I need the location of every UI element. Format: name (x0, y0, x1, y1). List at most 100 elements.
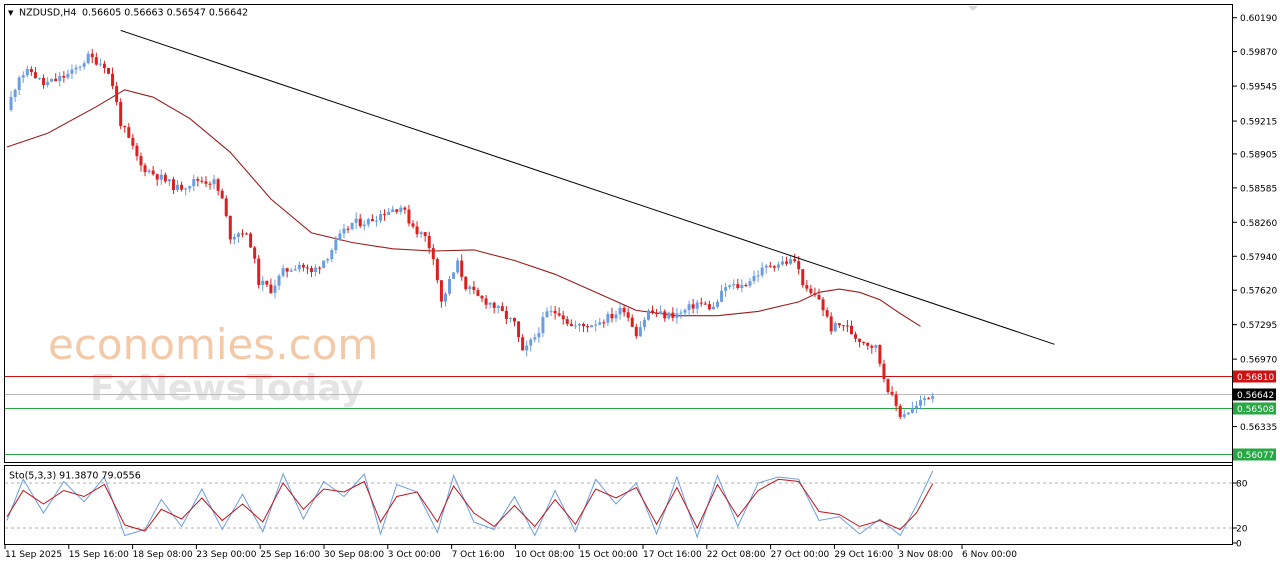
candle-body (695, 302, 699, 309)
candle-body (62, 75, 66, 78)
candle-body (102, 63, 106, 69)
candle-body (480, 295, 484, 299)
candle-body (902, 414, 906, 417)
candle-body (78, 66, 82, 68)
candle-body (464, 276, 468, 290)
time-tick-label: 22 Oct 08:00 (707, 550, 766, 560)
candle-body (415, 226, 419, 235)
candle-body (171, 179, 175, 190)
candle-body (196, 179, 200, 181)
candle-body (460, 260, 464, 277)
candle-body (565, 319, 569, 324)
candle-body (131, 137, 135, 146)
candle-body (817, 295, 821, 300)
candle-body (245, 233, 249, 235)
candle-body (37, 77, 41, 79)
time-tick-label: 11 Sep 2025 (5, 550, 62, 560)
candle-body (395, 209, 399, 212)
candle-body (845, 325, 849, 327)
candle-body (143, 165, 147, 173)
candle-body (797, 261, 801, 270)
symbol-menu-icon[interactable]: ▼ (8, 9, 14, 17)
candle-body (646, 310, 650, 320)
level-price-box (1233, 402, 1276, 415)
candle-body (622, 307, 626, 313)
candle-body (350, 222, 354, 230)
candle-body (504, 310, 508, 319)
candle-body (220, 190, 224, 199)
candle-body (70, 69, 74, 74)
candle-body (374, 220, 378, 222)
candle-body (334, 239, 338, 251)
candle-body (931, 396, 935, 399)
candle-body (379, 214, 383, 221)
candle-body (492, 302, 496, 308)
trendline-layer[interactable] (120, 29, 1055, 345)
candle-body (610, 313, 614, 319)
candle-body (285, 268, 289, 272)
candle-body (232, 236, 236, 240)
time-tick-label: 17 Oct 16:00 (643, 550, 702, 560)
candle-body (163, 174, 167, 182)
candle-body (679, 312, 683, 314)
candle-body (858, 338, 862, 342)
candle-body (184, 188, 188, 190)
candle-body (297, 264, 301, 270)
time-tick-label: 7 Oct 16:00 (452, 550, 505, 560)
candle-body (439, 280, 443, 302)
price-tick-label: 0.58585 (1240, 184, 1277, 194)
candle-body (208, 183, 212, 185)
price-tick-label: 0.57295 (1240, 321, 1277, 331)
time-tick-label: 6 Nov 00:00 (962, 550, 1017, 560)
candle-body (744, 285, 748, 287)
price-tick-label: 0.57940 (1240, 253, 1277, 263)
candle-body (176, 184, 180, 190)
candle-body (919, 400, 922, 406)
candle-body (310, 268, 313, 273)
price-tick-label: 0.58260 (1240, 219, 1277, 229)
candle-body (94, 57, 98, 65)
candle-body (760, 267, 764, 276)
time-tick-label: 10 Oct 08:00 (515, 550, 574, 560)
candle-body (513, 317, 516, 322)
candle-body (330, 250, 334, 260)
stochastic-signal-line (6, 478, 934, 532)
candle-body (614, 314, 618, 319)
candle-body (728, 285, 732, 288)
candle-body (764, 265, 768, 268)
time-tick-label: 18 Sep 08:00 (133, 550, 193, 560)
level-price-box (1233, 448, 1276, 461)
candle-body (642, 319, 646, 328)
candle-body (468, 286, 472, 290)
candle-body (127, 127, 131, 138)
candle-body (837, 323, 841, 326)
candle-body (342, 228, 346, 234)
trendline (120, 29, 1055, 345)
candle-body (500, 306, 504, 311)
candles (9, 49, 935, 420)
price-tick-label: 0.60190 (1240, 14, 1277, 24)
candle-body (46, 81, 50, 85)
candle-body (33, 72, 37, 79)
candle-body (261, 280, 265, 285)
candle-body (618, 307, 622, 315)
candle-body (866, 342, 870, 346)
candle-body (809, 288, 813, 294)
price-tick-label: 0.56335 (1240, 423, 1277, 433)
candle-body (768, 265, 772, 267)
candle-body (927, 398, 931, 400)
candle-body (403, 207, 407, 210)
scroll-marker-icon[interactable] (968, 6, 978, 11)
watermark-economies: economies.com (48, 320, 378, 369)
candle-body (793, 259, 797, 262)
candle-body (370, 219, 374, 222)
candle-body (452, 272, 456, 279)
price-tick-label: 0.59215 (1240, 118, 1277, 128)
candle-body (683, 310, 687, 313)
level-price-box (1233, 370, 1276, 383)
candle-body (862, 341, 866, 343)
level-price-label: 0.56642 (1237, 391, 1274, 401)
